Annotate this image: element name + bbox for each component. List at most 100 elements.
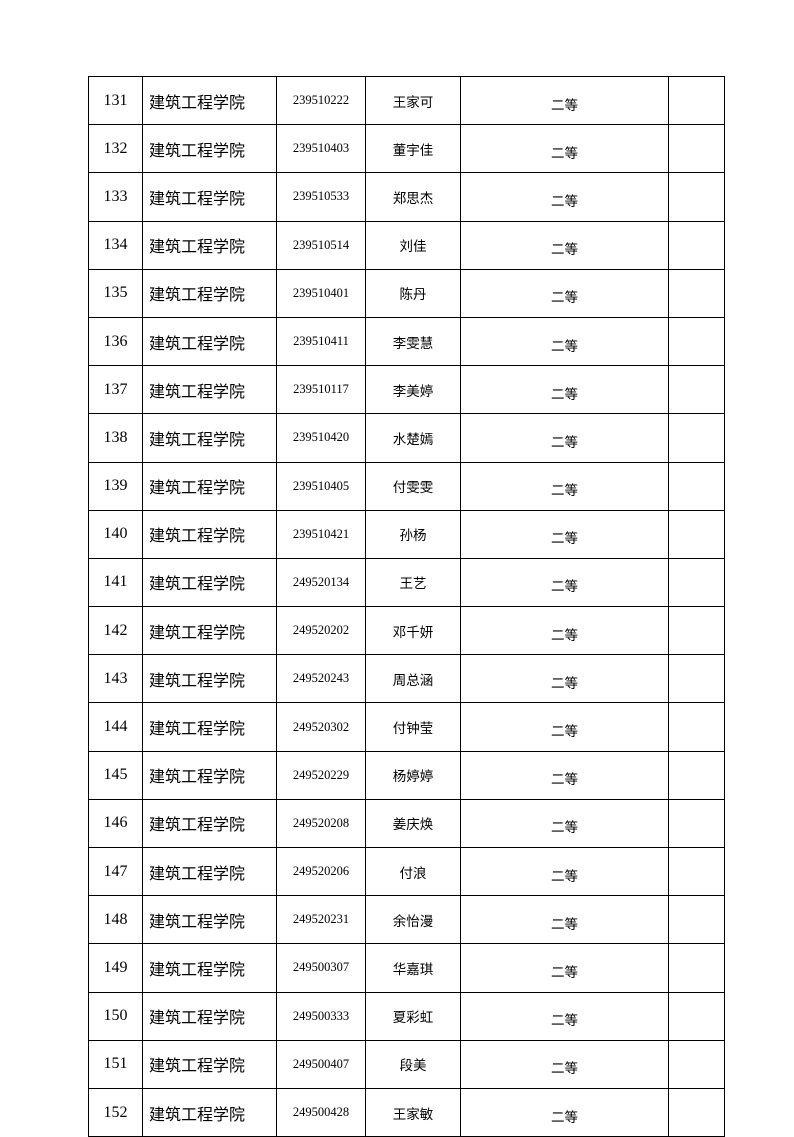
student-id-cell: 249520134 (276, 557, 366, 608)
award-table: 131 建筑工程学院 239510222 王家可 二等 132 建筑工程学院 23951040… (88, 75, 725, 1137)
college-cell: 建筑工程学院 (142, 413, 277, 463)
table-row: 149 建筑工程学院 249500307 华嘉琪 二等 (88, 943, 725, 993)
table-row: 141 建筑工程学院 249520134 王艺 二等 (88, 557, 725, 608)
award-grade-cell: 二等 (460, 798, 669, 849)
table-row: 142 建筑工程学院 249520202 邓千妍 二等 (88, 606, 725, 656)
student-name-cell: 董宇佳 (365, 124, 461, 174)
row-number: 142 (88, 606, 143, 656)
award-grade-cell: 二等 (460, 413, 669, 463)
student-name-cell: 邓千妍 (365, 606, 461, 656)
student-name-cell: 王艺 (365, 557, 461, 608)
row-number: 147 (88, 846, 143, 897)
award-grade-cell: 二等 (460, 702, 669, 752)
award-grade-cell: 二等 (460, 124, 669, 174)
note-cell (668, 750, 725, 800)
college-cell: 建筑工程学院 (142, 846, 277, 897)
student-id-cell: 239510514 (276, 220, 366, 270)
award-grade-cell: 二等 (460, 606, 669, 656)
student-id-cell: 249520302 (276, 702, 366, 752)
student-name-cell: 余怡漫 (365, 895, 461, 945)
college-cell: 建筑工程学院 (142, 750, 277, 800)
award-grade-cell: 二等 (460, 220, 669, 270)
college-cell: 建筑工程学院 (142, 991, 277, 1041)
row-number: 149 (88, 943, 143, 993)
note-cell (668, 895, 725, 945)
note-cell (668, 654, 725, 704)
student-name-cell: 刘佳 (365, 220, 461, 270)
note-cell (668, 509, 725, 559)
table-row: 137 建筑工程学院 239510117 李美婷 二等 (88, 365, 725, 415)
note-cell (668, 846, 725, 897)
note-cell (668, 702, 725, 752)
row-number: 144 (88, 702, 143, 752)
note-cell (668, 606, 725, 656)
college-cell: 建筑工程学院 (142, 654, 277, 704)
award-grade-cell: 二等 (460, 268, 669, 318)
award-grade-cell: 二等 (460, 365, 669, 415)
college-cell: 建筑工程学院 (142, 606, 277, 656)
table-row: 140 建筑工程学院 239510421 孙杨 二等 (88, 509, 725, 559)
row-number: 139 (88, 461, 143, 511)
row-number: 152 (88, 1087, 143, 1137)
student-name-cell: 段美 (365, 1039, 461, 1089)
college-cell: 建筑工程学院 (142, 1039, 277, 1089)
award-grade-cell: 二等 (460, 943, 669, 993)
award-grade-cell: 二等 (460, 316, 669, 367)
college-cell: 建筑工程学院 (142, 702, 277, 752)
college-cell: 建筑工程学院 (142, 895, 277, 945)
college-cell: 建筑工程学院 (142, 316, 277, 367)
table-row: 150 建筑工程学院 249500333 夏彩虹 二等 (88, 991, 725, 1041)
college-cell: 建筑工程学院 (142, 509, 277, 559)
student-id-cell: 239510405 (276, 461, 366, 511)
table-row: 138 建筑工程学院 239510420 水楚嫣 二等 (88, 413, 725, 463)
note-cell (668, 413, 725, 463)
student-name-cell: 李美婷 (365, 365, 461, 415)
student-id-cell: 249500333 (276, 991, 366, 1041)
student-id-cell: 249520229 (276, 750, 366, 800)
student-id-cell: 239510117 (276, 365, 366, 415)
award-grade-cell: 二等 (460, 846, 669, 897)
student-name-cell: 王家敏 (365, 1087, 461, 1137)
student-id-cell: 249520231 (276, 895, 366, 945)
table-row: 145 建筑工程学院 249520229 杨婷婷 二等 (88, 750, 725, 800)
student-id-cell: 249500307 (276, 943, 366, 993)
college-cell: 建筑工程学院 (142, 172, 277, 222)
college-cell: 建筑工程学院 (142, 124, 277, 174)
student-id-cell: 239510421 (276, 509, 366, 559)
student-id-cell: 239510420 (276, 413, 366, 463)
student-name-cell: 孙杨 (365, 509, 461, 559)
note-cell (668, 943, 725, 993)
college-cell: 建筑工程学院 (142, 268, 277, 318)
row-number: 138 (88, 413, 143, 463)
row-number: 133 (88, 172, 143, 222)
note-cell (668, 798, 725, 849)
student-name-cell: 付浪 (365, 846, 461, 897)
award-grade-cell: 二等 (460, 654, 669, 704)
student-name-cell: 华嘉琪 (365, 943, 461, 993)
student-id-cell: 239510403 (276, 124, 366, 174)
college-cell: 建筑工程学院 (142, 365, 277, 415)
student-name-cell: 夏彩虹 (365, 991, 461, 1041)
college-cell: 建筑工程学院 (142, 75, 277, 126)
row-number: 136 (88, 316, 143, 367)
table-row: 146 建筑工程学院 249520208 姜庆焕 二等 (88, 798, 725, 849)
table-row: 143 建筑工程学院 249520243 周总涵 二等 (88, 654, 725, 704)
award-grade-cell: 二等 (460, 1039, 669, 1089)
student-name-cell: 陈丹 (365, 268, 461, 318)
row-number: 148 (88, 895, 143, 945)
student-name-cell: 李雯慧 (365, 316, 461, 367)
student-name-cell: 付雯雯 (365, 461, 461, 511)
note-cell (668, 365, 725, 415)
college-cell: 建筑工程学院 (142, 461, 277, 511)
student-name-cell: 王家可 (365, 75, 461, 126)
college-cell: 建筑工程学院 (142, 220, 277, 270)
table-row: 133 建筑工程学院 239510533 郑思杰 二等 (88, 172, 725, 222)
row-number: 134 (88, 220, 143, 270)
row-number: 141 (88, 557, 143, 608)
award-grade-cell: 二等 (460, 557, 669, 608)
row-number: 145 (88, 750, 143, 800)
note-cell (668, 316, 725, 367)
award-grade-cell: 二等 (460, 75, 669, 126)
student-id-cell: 249520243 (276, 654, 366, 704)
student-id-cell: 239510222 (276, 75, 366, 126)
